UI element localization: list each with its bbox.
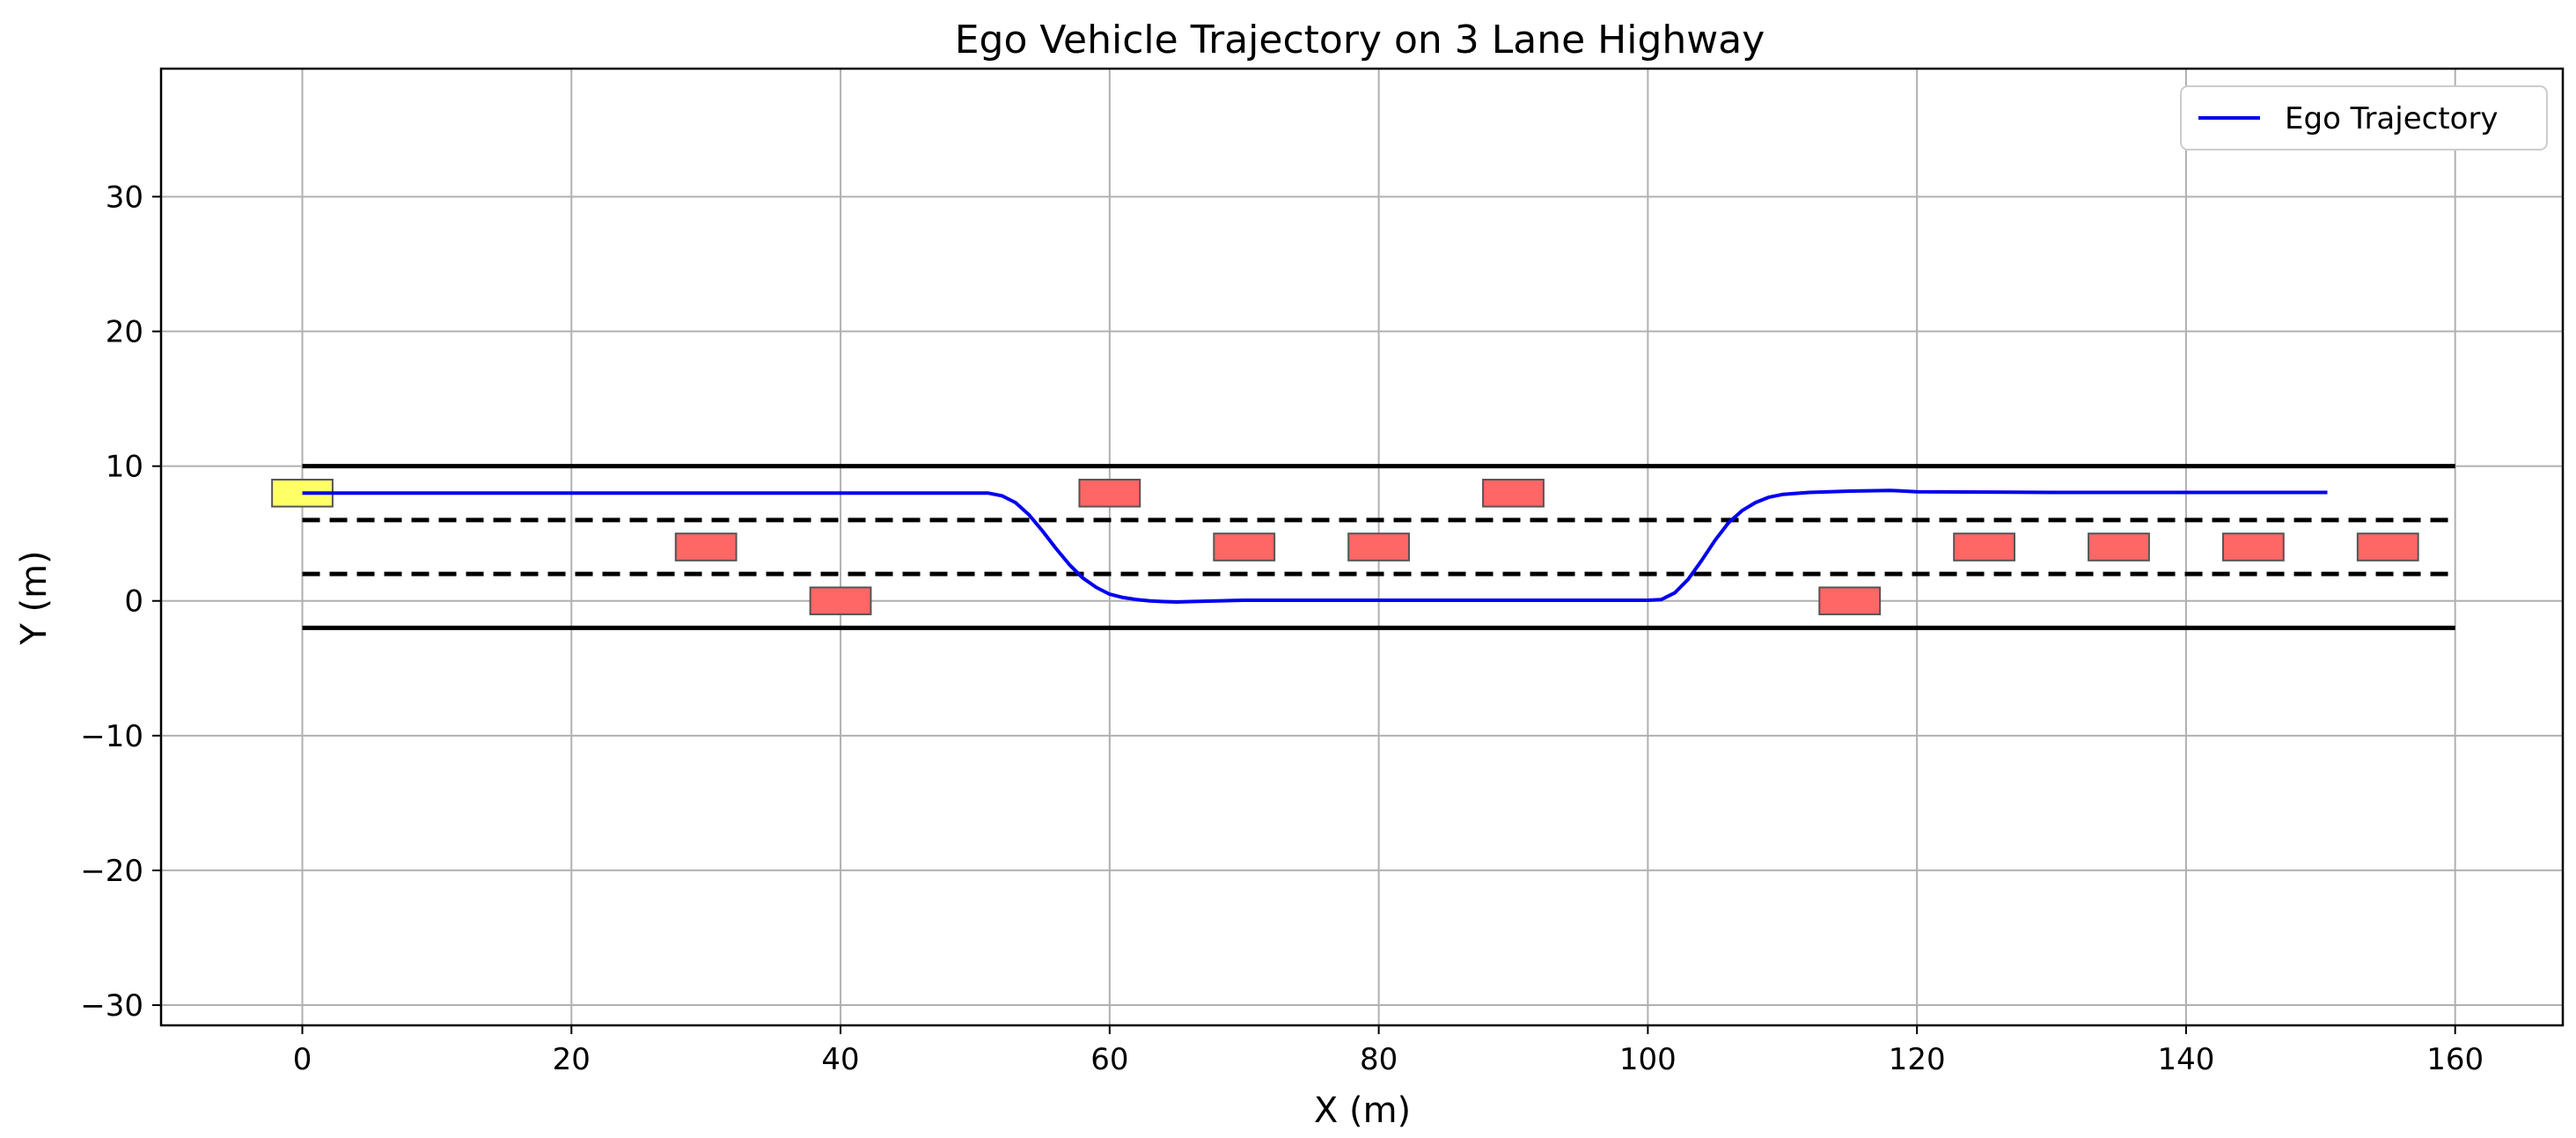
other-vehicle-marker	[1818, 586, 1882, 616]
other-vehicle-marker	[1482, 478, 1545, 508]
ego-trajectory-line	[302, 488, 2328, 604]
other-vehicle-marker	[1078, 478, 1141, 508]
x-tick-label: 160	[2426, 1042, 2484, 1077]
y-axis-label: Y (m)	[14, 550, 55, 645]
chart-title: Ego Vehicle Trajectory on 3 Lane Highway	[955, 18, 1765, 62]
y-tick-label: −10	[80, 719, 143, 754]
legend-label: Ego Trajectory	[2285, 101, 2499, 136]
other-vehicle-marker	[2088, 532, 2150, 562]
plot-frame	[159, 67, 2565, 1027]
other-vehicle-marker	[2356, 532, 2419, 562]
x-axis-label: X (m)	[1314, 1090, 1411, 1131]
other-vehicle-marker	[809, 586, 872, 616]
other-vehicle-marker	[674, 532, 738, 562]
y-tick-label: 30	[106, 180, 143, 215]
x-tick-label: 20	[553, 1042, 591, 1077]
x-tick-label: 0	[293, 1042, 312, 1077]
y-tick-label: 20	[106, 315, 143, 350]
plot-area: 0 20 40 60 80 100 120 140 160 −30 −20 −10 0 10 20 30 Ego…	[80, 67, 2565, 1077]
y-tick-label: −20	[80, 854, 143, 889]
y-tick-label: 10	[106, 450, 143, 485]
y-tick-label: 0	[124, 584, 143, 620]
x-tick-label: 120	[1889, 1042, 1946, 1077]
other-vehicle-marker	[1953, 532, 2015, 562]
x-tick-label: 40	[821, 1042, 859, 1077]
legend: Ego Trajectory	[2180, 85, 2548, 151]
x-tick-label: 100	[1619, 1042, 1677, 1077]
x-tick-label: 60	[1090, 1042, 1128, 1077]
other-vehicle-marker	[2221, 532, 2285, 562]
x-tick-label: 80	[1360, 1042, 1398, 1077]
x-tick-label: 140	[2157, 1042, 2214, 1077]
legend-box	[2180, 85, 2548, 151]
y-tick-label: −30	[80, 988, 143, 1024]
other-vehicle-marker	[1347, 532, 1411, 562]
other-vehicle-marker	[1213, 532, 1276, 562]
